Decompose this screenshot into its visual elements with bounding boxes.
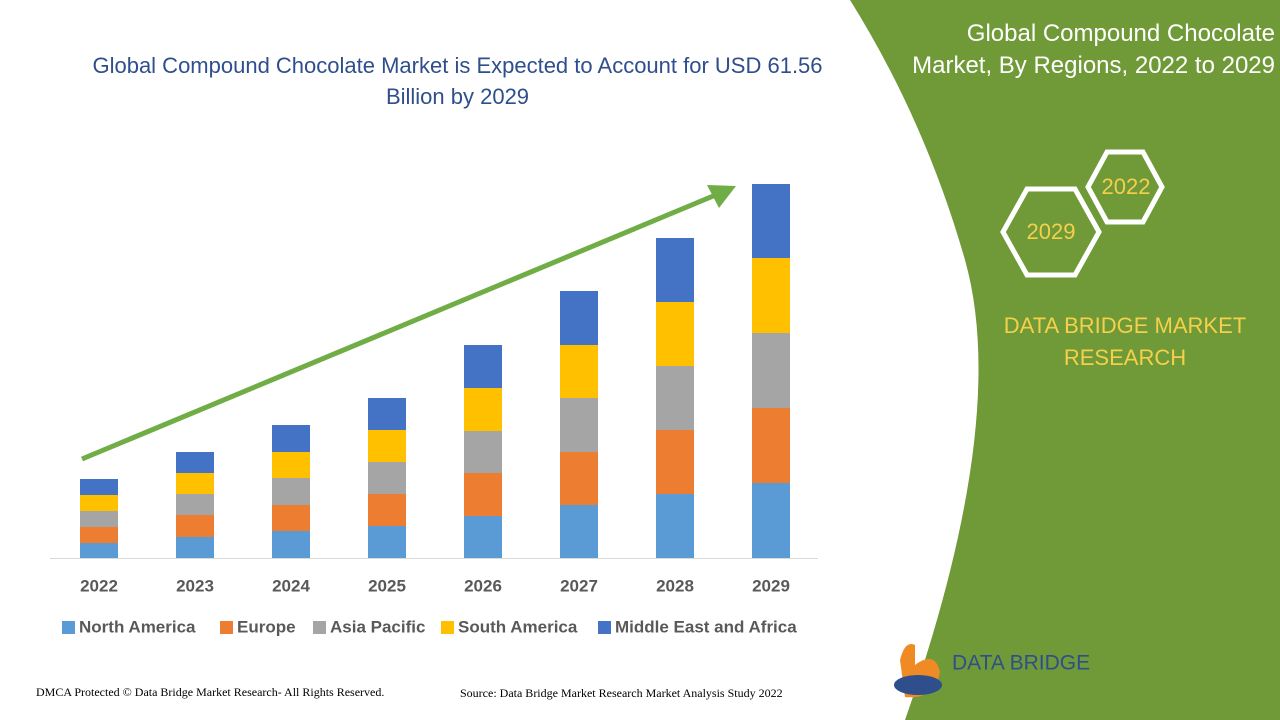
bar-segment [80,511,118,527]
bar-segment [560,452,598,505]
copyright: DMCA Protected © Data Bridge Market Rese… [36,685,384,699]
hexagon [1085,149,1165,225]
bar-segment [368,398,406,430]
bar-segment [176,473,214,494]
bar-segment [464,388,502,431]
bar-segment [80,495,118,511]
legend-swatch [598,621,611,634]
legend-label: South America [458,617,578,636]
legend-swatch [441,621,454,634]
x-tick-label: 2027 [560,576,598,595]
bar-segment [368,526,406,558]
bar-segment [752,258,790,333]
bar-segment [560,345,598,398]
bar-segment [272,425,310,452]
bar-segment [560,398,598,452]
bar-segment [272,531,310,558]
arrow-head [707,185,736,208]
x-tick-label: 2028 [656,576,694,595]
bar-segment [272,452,310,478]
legend-swatch [62,621,75,634]
bar-segment [752,184,790,258]
bar-segment [368,430,406,462]
x-tick-label: 2024 [272,576,310,595]
bar-segment [752,333,790,408]
bar-segment [176,515,214,537]
hexagon [1000,186,1102,278]
bar-segment [80,479,118,495]
bar-segment [368,494,406,526]
trend-arrow [81,191,719,462]
bar-segment [656,238,694,302]
bar-segment [560,505,598,558]
logo-icon [894,675,942,695]
bar-segment [656,302,694,366]
bar-segment [752,408,790,483]
x-tick-label: 2026 [464,576,502,595]
legend-swatch [220,621,233,634]
legend-label: North America [79,617,196,636]
x-tick-label: 2022 [80,576,118,595]
bar-segment [176,452,214,473]
green-panel [850,0,1280,720]
bar-segment [176,494,214,515]
x-tick-label: 2025 [368,576,406,595]
bar-segment [176,537,214,558]
bar-segment [272,478,310,505]
source: Source: Data Bridge Market Research Mark… [460,686,783,700]
brand-box: DATA BRIDGE MARKET RESEARCH [1003,313,1247,370]
panel-title-box: Global Compound Chocolate Market, By Reg… [912,20,1275,79]
bar-segment [464,473,502,516]
bar-segment [656,366,694,430]
bar-segment [656,494,694,558]
x-tick-label: 2029 [752,576,790,595]
hexagon-label: 2022 [1102,174,1151,199]
bar-segment [560,291,598,345]
logo-text: DATA BRIDGE [952,652,1090,675]
bar-segment [464,431,502,473]
bar-segment [464,516,502,558]
bar-segment [80,543,118,558]
chart-title: Global Compound Chocolate Market is Expe… [92,53,823,109]
hexagon-label: 2029 [1027,219,1076,244]
bar-segment [656,430,694,494]
legend-label: Middle East and Africa [615,617,797,636]
bar-segment [368,462,406,494]
brand: DATA BRIDGE MARKET RESEARCH [1003,313,1247,370]
x-tick-label: 2023 [176,576,214,595]
bar-segment [464,345,502,388]
bar-segment [80,527,118,543]
title-box: Global Compound Chocolate Market is Expe… [92,53,823,109]
bar-segment [272,505,310,531]
legend-label: Europe [237,617,296,636]
legend-label: Asia Pacific [330,617,425,636]
legend-swatch [313,621,326,634]
panel-title: Global Compound Chocolate Market, By Reg… [912,20,1275,79]
bar-segment [752,483,790,558]
